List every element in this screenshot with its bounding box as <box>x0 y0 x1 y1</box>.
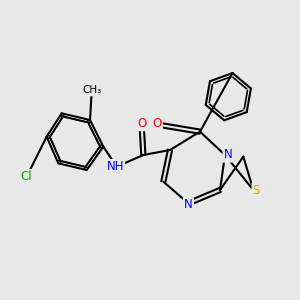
Text: O: O <box>152 117 162 130</box>
Text: CH₃: CH₃ <box>82 85 101 95</box>
Text: Cl: Cl <box>21 170 32 183</box>
Text: S: S <box>253 184 260 196</box>
Text: N: N <box>224 148 232 161</box>
Text: N: N <box>184 198 193 211</box>
Text: NH: NH <box>106 160 124 173</box>
Text: O: O <box>137 117 146 130</box>
